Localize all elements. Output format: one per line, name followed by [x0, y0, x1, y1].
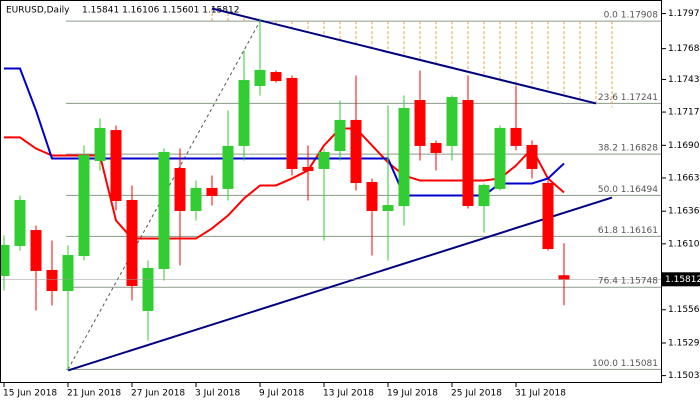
x-tick-label: 3 Jul 2018 [195, 389, 240, 399]
candle-body [382, 205, 394, 211]
x-tick-label: 9 Jul 2018 [259, 389, 304, 399]
fib-label: 23.6 1.17241 [598, 93, 658, 103]
candle-body [142, 267, 154, 311]
candle-body [270, 72, 282, 82]
y-tick-label: 1.16365 [668, 207, 700, 217]
candle-body [430, 142, 442, 153]
last-price-label: 1.15812 [665, 275, 700, 285]
candle-body [302, 166, 314, 171]
candle-body [350, 119, 362, 184]
candle-body [286, 77, 298, 169]
y-tick-label: 1.15565 [668, 305, 700, 315]
y-tick-label: 1.15030 [668, 371, 700, 381]
x-tick-label: 19 Jul 2018 [387, 389, 438, 399]
fib-label: 0.0 1.17908 [604, 11, 659, 21]
trendline [211, 7, 597, 105]
candle-body [30, 230, 42, 271]
candle-body [78, 155, 90, 257]
y-tick-label: 1.16100 [668, 239, 700, 249]
plot-area [1, 7, 661, 372]
x-tick-label: 21 Jun 2018 [67, 389, 121, 399]
candle-body [238, 80, 250, 146]
x-tick-label: 25 Jul 2018 [451, 389, 502, 399]
y-tick-label: 1.15295 [668, 338, 700, 348]
candle-body [46, 269, 58, 292]
x-tick-label: 31 Jul 2018 [515, 389, 566, 399]
y-tick-label: 1.16900 [668, 141, 700, 151]
candle-body [526, 144, 538, 169]
y-tick-label: 1.17435 [668, 75, 700, 85]
candle-body [190, 187, 202, 211]
fib-label: 61.8 1.16161 [598, 226, 658, 236]
y-tick-label: 1.16635 [668, 173, 700, 183]
fib-label: 76.4 1.15748 [598, 277, 658, 287]
candle-body [158, 151, 170, 269]
x-tick-label: 27 Jun 2018 [131, 389, 185, 399]
fib-label: 100.0 1.15081 [592, 359, 658, 369]
candle-body [446, 97, 458, 146]
y-tick-label: 1.17170 [668, 108, 700, 118]
fib-label: 50.0 1.16494 [598, 185, 658, 195]
ohlc-info: 1.15841 1.16106 1.15601 1.15812 [82, 6, 239, 16]
candle-body [94, 127, 106, 161]
y-tick-label: 1.17970 [668, 9, 700, 19]
candle-body [542, 182, 554, 250]
candle-body [14, 199, 26, 246]
candle-body [366, 182, 378, 211]
last-price-box [662, 272, 700, 287]
candle-body [334, 119, 346, 151]
candle-body [462, 99, 474, 207]
candle-body [222, 145, 234, 189]
fib-label: 38.2 1.16828 [598, 144, 658, 154]
candle-body [110, 130, 122, 201]
candle-body [206, 187, 218, 196]
candle-body [494, 127, 506, 189]
candle-body [1, 244, 10, 276]
candle-body [126, 199, 138, 286]
candle-body [558, 275, 570, 280]
candle-body [318, 151, 330, 169]
candle-body [174, 167, 186, 211]
candle-body [398, 107, 410, 207]
x-tick-label: 13 Jul 2018 [323, 389, 374, 399]
candle-body [414, 99, 426, 146]
y-tick-label: 1.17685 [668, 44, 700, 54]
x-tick-label: 15 Jun 2018 [3, 389, 57, 399]
candle-body [510, 127, 522, 146]
trendline [67, 196, 613, 372]
candle-body [62, 255, 74, 292]
candle-body [254, 69, 266, 86]
chart-title: EURUSD,Daily [6, 6, 70, 16]
candle-body [478, 184, 490, 207]
